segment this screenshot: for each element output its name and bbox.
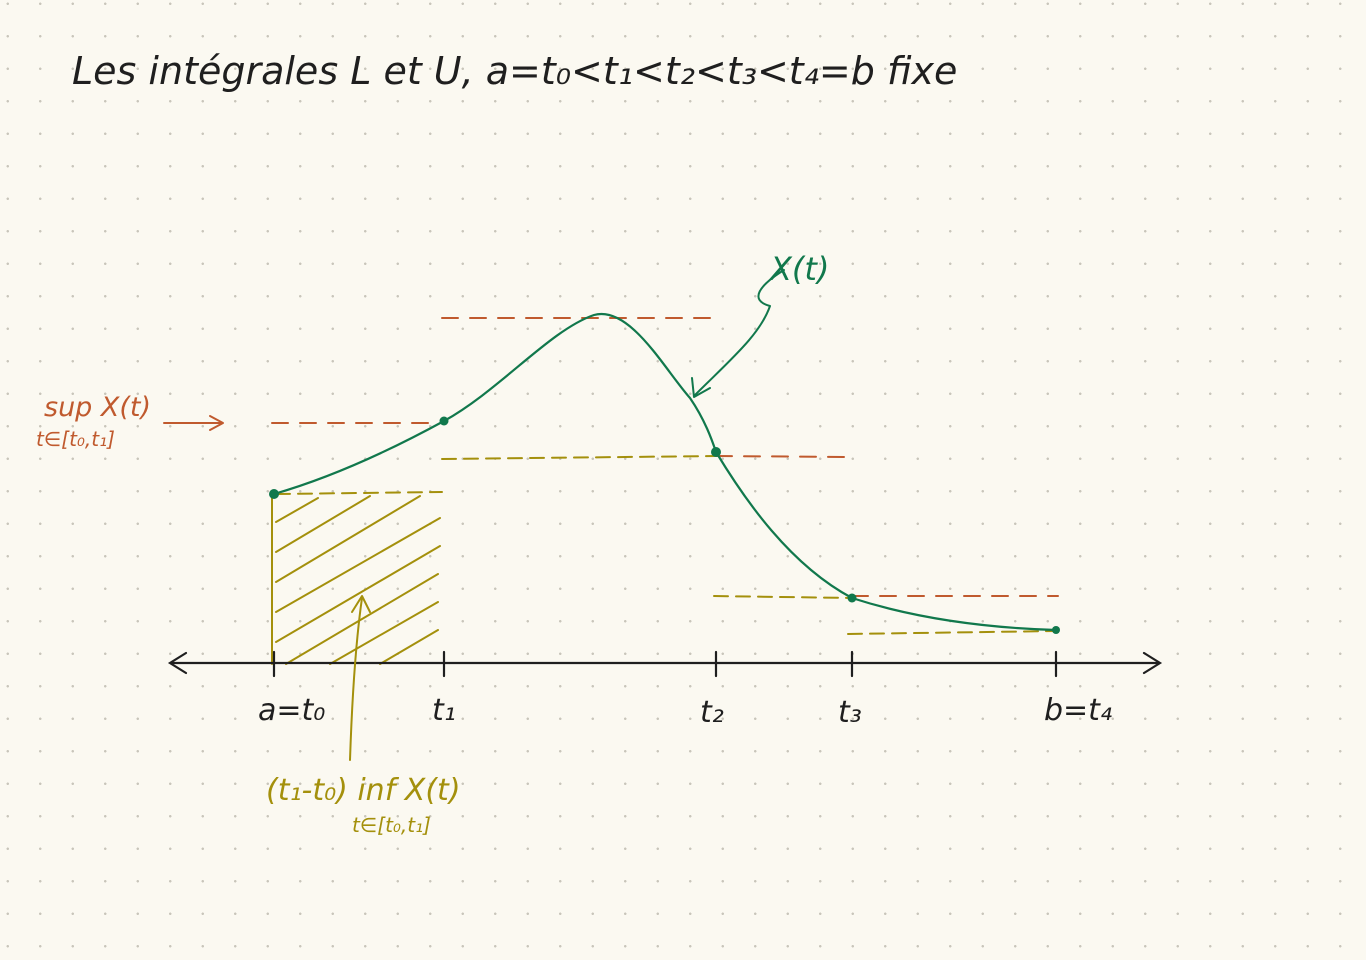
axis-left-arrowhead xyxy=(167,651,188,675)
time-axis xyxy=(167,650,1163,678)
tick-label-t0: a=t₀ xyxy=(258,693,325,728)
inf-annotation-arrowhead xyxy=(351,595,371,613)
page-title: Les intégrales L et U, a=t₀<t₁<t₂<t₃<t₄=… xyxy=(72,49,957,93)
point-t3 xyxy=(847,593,857,603)
tick-label-t1: t₁ xyxy=(432,693,456,728)
curve-label-arrow xyxy=(693,269,785,397)
sup-annotation-arrowhead xyxy=(209,415,224,431)
sup-line-interval-3 xyxy=(715,455,853,458)
point-t0 xyxy=(269,489,279,499)
sup-lines xyxy=(271,317,1059,597)
tick-label-t4: b=t₄ xyxy=(1044,693,1112,728)
sup-annotation-line2: t∈[t₀,t₁] xyxy=(36,427,115,451)
point-t2 xyxy=(711,447,721,457)
inf-annotation-line1: (t₁-t₀) inf X(t) xyxy=(266,773,461,808)
curve-label-arrowhead xyxy=(691,377,711,398)
tick-label-t2: t₂ xyxy=(700,695,724,730)
point-t1 xyxy=(439,416,449,426)
lower-sum-hatched-area xyxy=(271,493,441,665)
sup-annotation-line1: sup X(t) xyxy=(44,392,151,423)
tick-label-t3: t₃ xyxy=(838,695,862,730)
point-t4 xyxy=(1052,626,1060,634)
inf-annotation-arrow xyxy=(349,597,363,761)
inf-line-interval-2 xyxy=(441,455,717,460)
inf-line-interval-1 xyxy=(275,491,443,495)
inf-lines xyxy=(275,455,1057,635)
curve-x-of-t xyxy=(272,312,1058,632)
axis-right-arrowhead xyxy=(1142,651,1163,675)
inf-line-interval-3 xyxy=(713,595,853,599)
inf-line-interval-4 xyxy=(847,630,1057,635)
curve-label: X(t) xyxy=(768,250,829,288)
inf-annotation-line2: t∈[t₀,t₁] xyxy=(352,813,431,837)
